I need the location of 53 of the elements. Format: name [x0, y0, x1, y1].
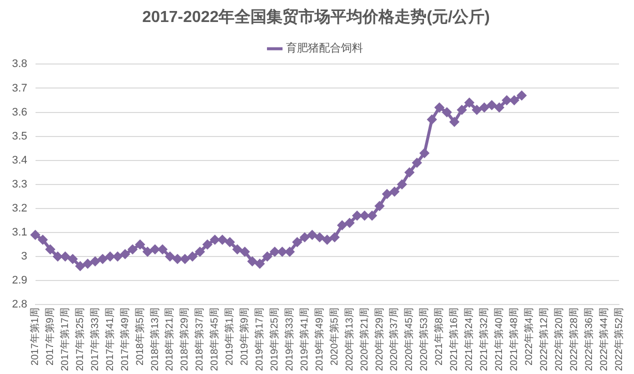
- x-tick-label: 2017年第17周: [58, 308, 71, 372]
- y-tick-label: 3.5: [12, 130, 28, 142]
- x-tick-label: 2018年第37周: [194, 308, 206, 372]
- x-tick-label: 2017年第1周: [29, 308, 42, 366]
- x-tick-label: 2022年第4周: [522, 308, 535, 366]
- x-tick-label: 2020年第53周: [418, 308, 430, 372]
- x-tick-label: 2019年第1周: [224, 308, 236, 366]
- x-tick-label: 2020年第5周: [328, 308, 340, 366]
- x-tick-label: 2020年第29周: [373, 308, 386, 372]
- x-tick-label: 2018年第13周: [148, 308, 161, 372]
- x-tick-label: 2019年第49周: [313, 308, 326, 372]
- x-tick-label: 2021年第8周: [433, 308, 446, 366]
- x-tick-label: 2021年第48周: [508, 308, 520, 372]
- x-tick-label: 2020年第13周: [343, 308, 356, 372]
- x-tick-label: 2020年第21周: [358, 308, 370, 372]
- x-tick-label: 2020年第37周: [388, 308, 400, 372]
- x-tick-label: 2021年第24周: [463, 308, 476, 372]
- x-tick-label: 2022年第44周: [598, 308, 610, 372]
- y-tick-label: 3.7: [12, 82, 28, 94]
- x-tick-label: 2022年第28周: [568, 308, 580, 372]
- x-tick-label: 2017年第49周: [118, 308, 131, 372]
- x-tick-label: 2018年第29周: [178, 308, 191, 372]
- x-tick-label: 2018年第45周: [208, 308, 221, 372]
- x-tick-label: 2017年第25周: [74, 308, 86, 372]
- x-tick-label: 2022年第12周: [538, 308, 550, 372]
- y-tick-label: 2.9: [12, 274, 28, 287]
- y-tick-label: 3: [21, 250, 28, 263]
- x-tick-label: 2021年第40周: [493, 308, 506, 372]
- x-tick-label: 2022年第36周: [582, 308, 595, 372]
- y-tick-label: 3.1: [12, 226, 28, 239]
- x-tick-label: 2019年第17周: [254, 308, 266, 372]
- y-tick-label: 3.8: [12, 58, 28, 70]
- x-tick-label: 2018年第21周: [164, 308, 176, 372]
- x-tick-label: 2017年第9周: [44, 308, 56, 366]
- y-tick-label: 3.3: [12, 178, 28, 190]
- x-tick-label: 2022年第20周: [552, 308, 565, 372]
- x-tick-label: 2022年第52周: [612, 308, 625, 372]
- chart-title: 2017-2022年全国集贸市场平均价格走势(元/公斤): [142, 8, 490, 26]
- x-tick-label: 2019年第25周: [268, 308, 281, 372]
- y-tick-label: 3.2: [12, 202, 28, 214]
- legend-label: 育肥猪配合饲料: [286, 42, 363, 55]
- y-tick-label: 3.4: [12, 154, 28, 166]
- x-tick-label: 2018年第5周: [134, 308, 146, 366]
- y-tick-label: 3.6: [12, 106, 28, 118]
- x-tick-label: 2020年第45周: [403, 308, 416, 372]
- x-tick-label: 2019年第33周: [283, 308, 296, 372]
- x-tick-label: 2017年第41周: [104, 308, 116, 372]
- x-tick-label: 2021年第16周: [448, 308, 460, 372]
- x-tick-label: 2019年第41周: [298, 308, 310, 372]
- x-tick-label: 2021年第32周: [478, 308, 490, 372]
- y-tick-label: 2.8: [12, 298, 28, 311]
- x-tick-label: 2019年第9周: [238, 308, 251, 366]
- x-tick-label: 2017年第33周: [88, 308, 101, 372]
